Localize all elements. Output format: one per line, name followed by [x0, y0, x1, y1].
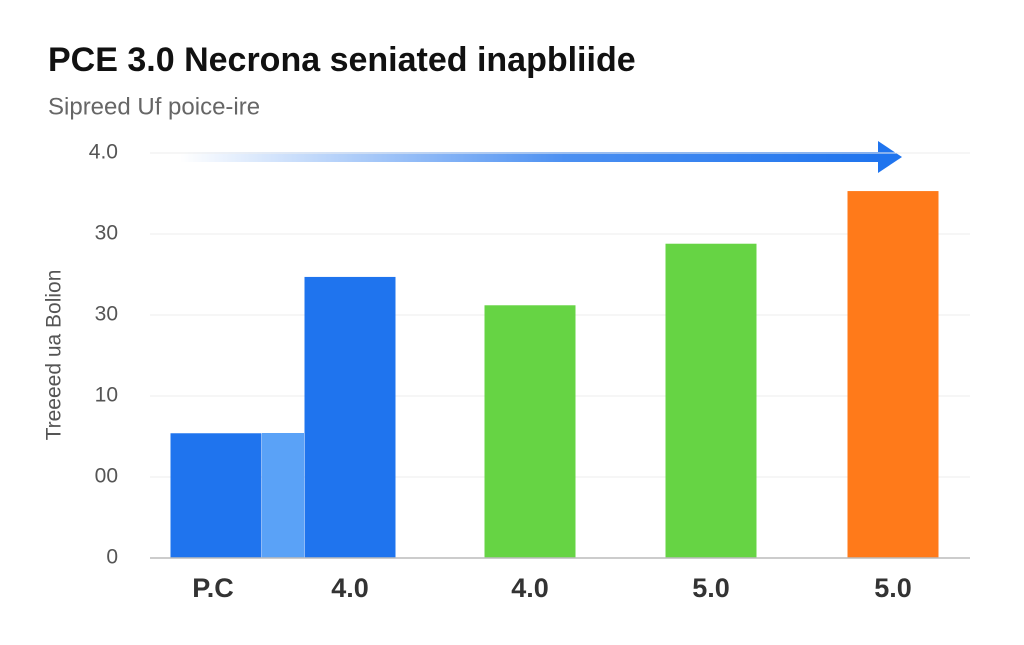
y-tick-label: 10: [95, 384, 118, 407]
bar: [484, 305, 576, 558]
bar: [665, 243, 757, 558]
x-tick-label: 4.0: [511, 573, 549, 603]
y-axis-label: Treeeed ua Bolion: [43, 270, 66, 441]
chart-subtitle: Sipreed Uf poice-ire: [48, 93, 260, 120]
chart-title: PCE 3.0 Necrona seniated inapbliide: [48, 41, 636, 79]
bar: [847, 191, 939, 558]
y-tick-label: 4.0: [89, 141, 118, 164]
x-tick-label: 5.0: [874, 573, 912, 603]
arrow-head: [878, 141, 902, 173]
arrow-shaft: [180, 152, 880, 162]
y-tick-label: 0: [106, 546, 118, 569]
bar: [170, 433, 262, 558]
y-tick-label: 30: [95, 222, 118, 245]
x-tick-label: 4.0: [331, 573, 369, 603]
y-tick-label: 00: [95, 465, 118, 488]
trend-arrow: [180, 141, 902, 173]
bar-overlap: [262, 433, 304, 558]
bars: [170, 191, 939, 558]
bar: [304, 276, 396, 558]
x-tick-label: 5.0: [692, 573, 730, 603]
y-tick-label: 30: [95, 303, 118, 326]
x-tick-label: P.C: [192, 573, 234, 603]
